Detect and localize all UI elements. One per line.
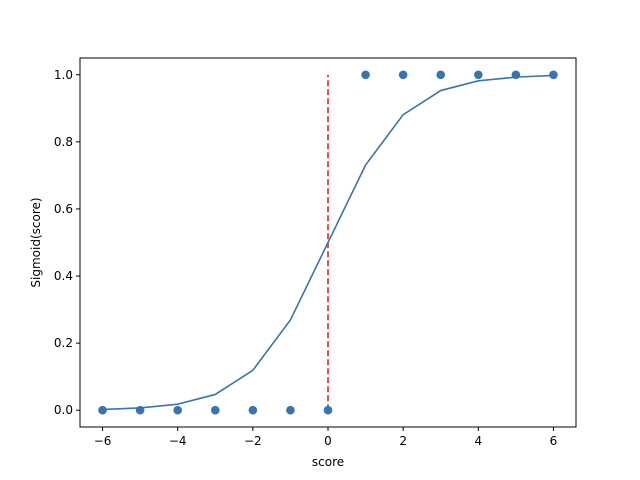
- y-tick-label: 0.8: [54, 135, 73, 149]
- scatter-point: [549, 70, 558, 80]
- x-tick-label: −2: [244, 434, 262, 448]
- scatter-point: [511, 70, 521, 80]
- y-tick-label: 0.0: [54, 403, 73, 417]
- x-tick-label: 4: [474, 434, 482, 448]
- scatter-point: [210, 405, 220, 415]
- x-tick-label: −6: [94, 434, 112, 448]
- scatter-point: [323, 405, 333, 415]
- plot-layer: [98, 70, 558, 415]
- sigmoid-curve: [102, 74, 554, 411]
- y-axis-label: Sigmoid(score): [29, 197, 43, 287]
- y-tick-label: 0.2: [54, 336, 73, 350]
- scatter-point: [474, 70, 483, 80]
- x-axis-label: score: [312, 455, 344, 469]
- scatter-point: [361, 70, 370, 80]
- x-tick-label: 0: [324, 434, 332, 448]
- scatter-point: [98, 405, 107, 415]
- scatter-point: [436, 70, 446, 80]
- scatter-point: [135, 405, 145, 415]
- y-tick-label: 1.0: [54, 68, 73, 82]
- scatter-point: [173, 405, 182, 415]
- x-tick-label: −4: [169, 434, 187, 448]
- x-axis-ticks: −6 −4 −2 0 2 4 6: [94, 427, 558, 448]
- scatter-point: [248, 405, 258, 415]
- y-tick-label: 0.4: [54, 269, 73, 283]
- y-axis-ticks: 0.0 0.2 0.4 0.6 0.8 1.0: [54, 68, 80, 417]
- scatter-point: [286, 405, 295, 415]
- scatter-point: [398, 70, 408, 80]
- y-tick-label: 0.6: [54, 202, 73, 216]
- x-tick-label: 6: [550, 434, 558, 448]
- x-tick-label: 2: [399, 434, 407, 448]
